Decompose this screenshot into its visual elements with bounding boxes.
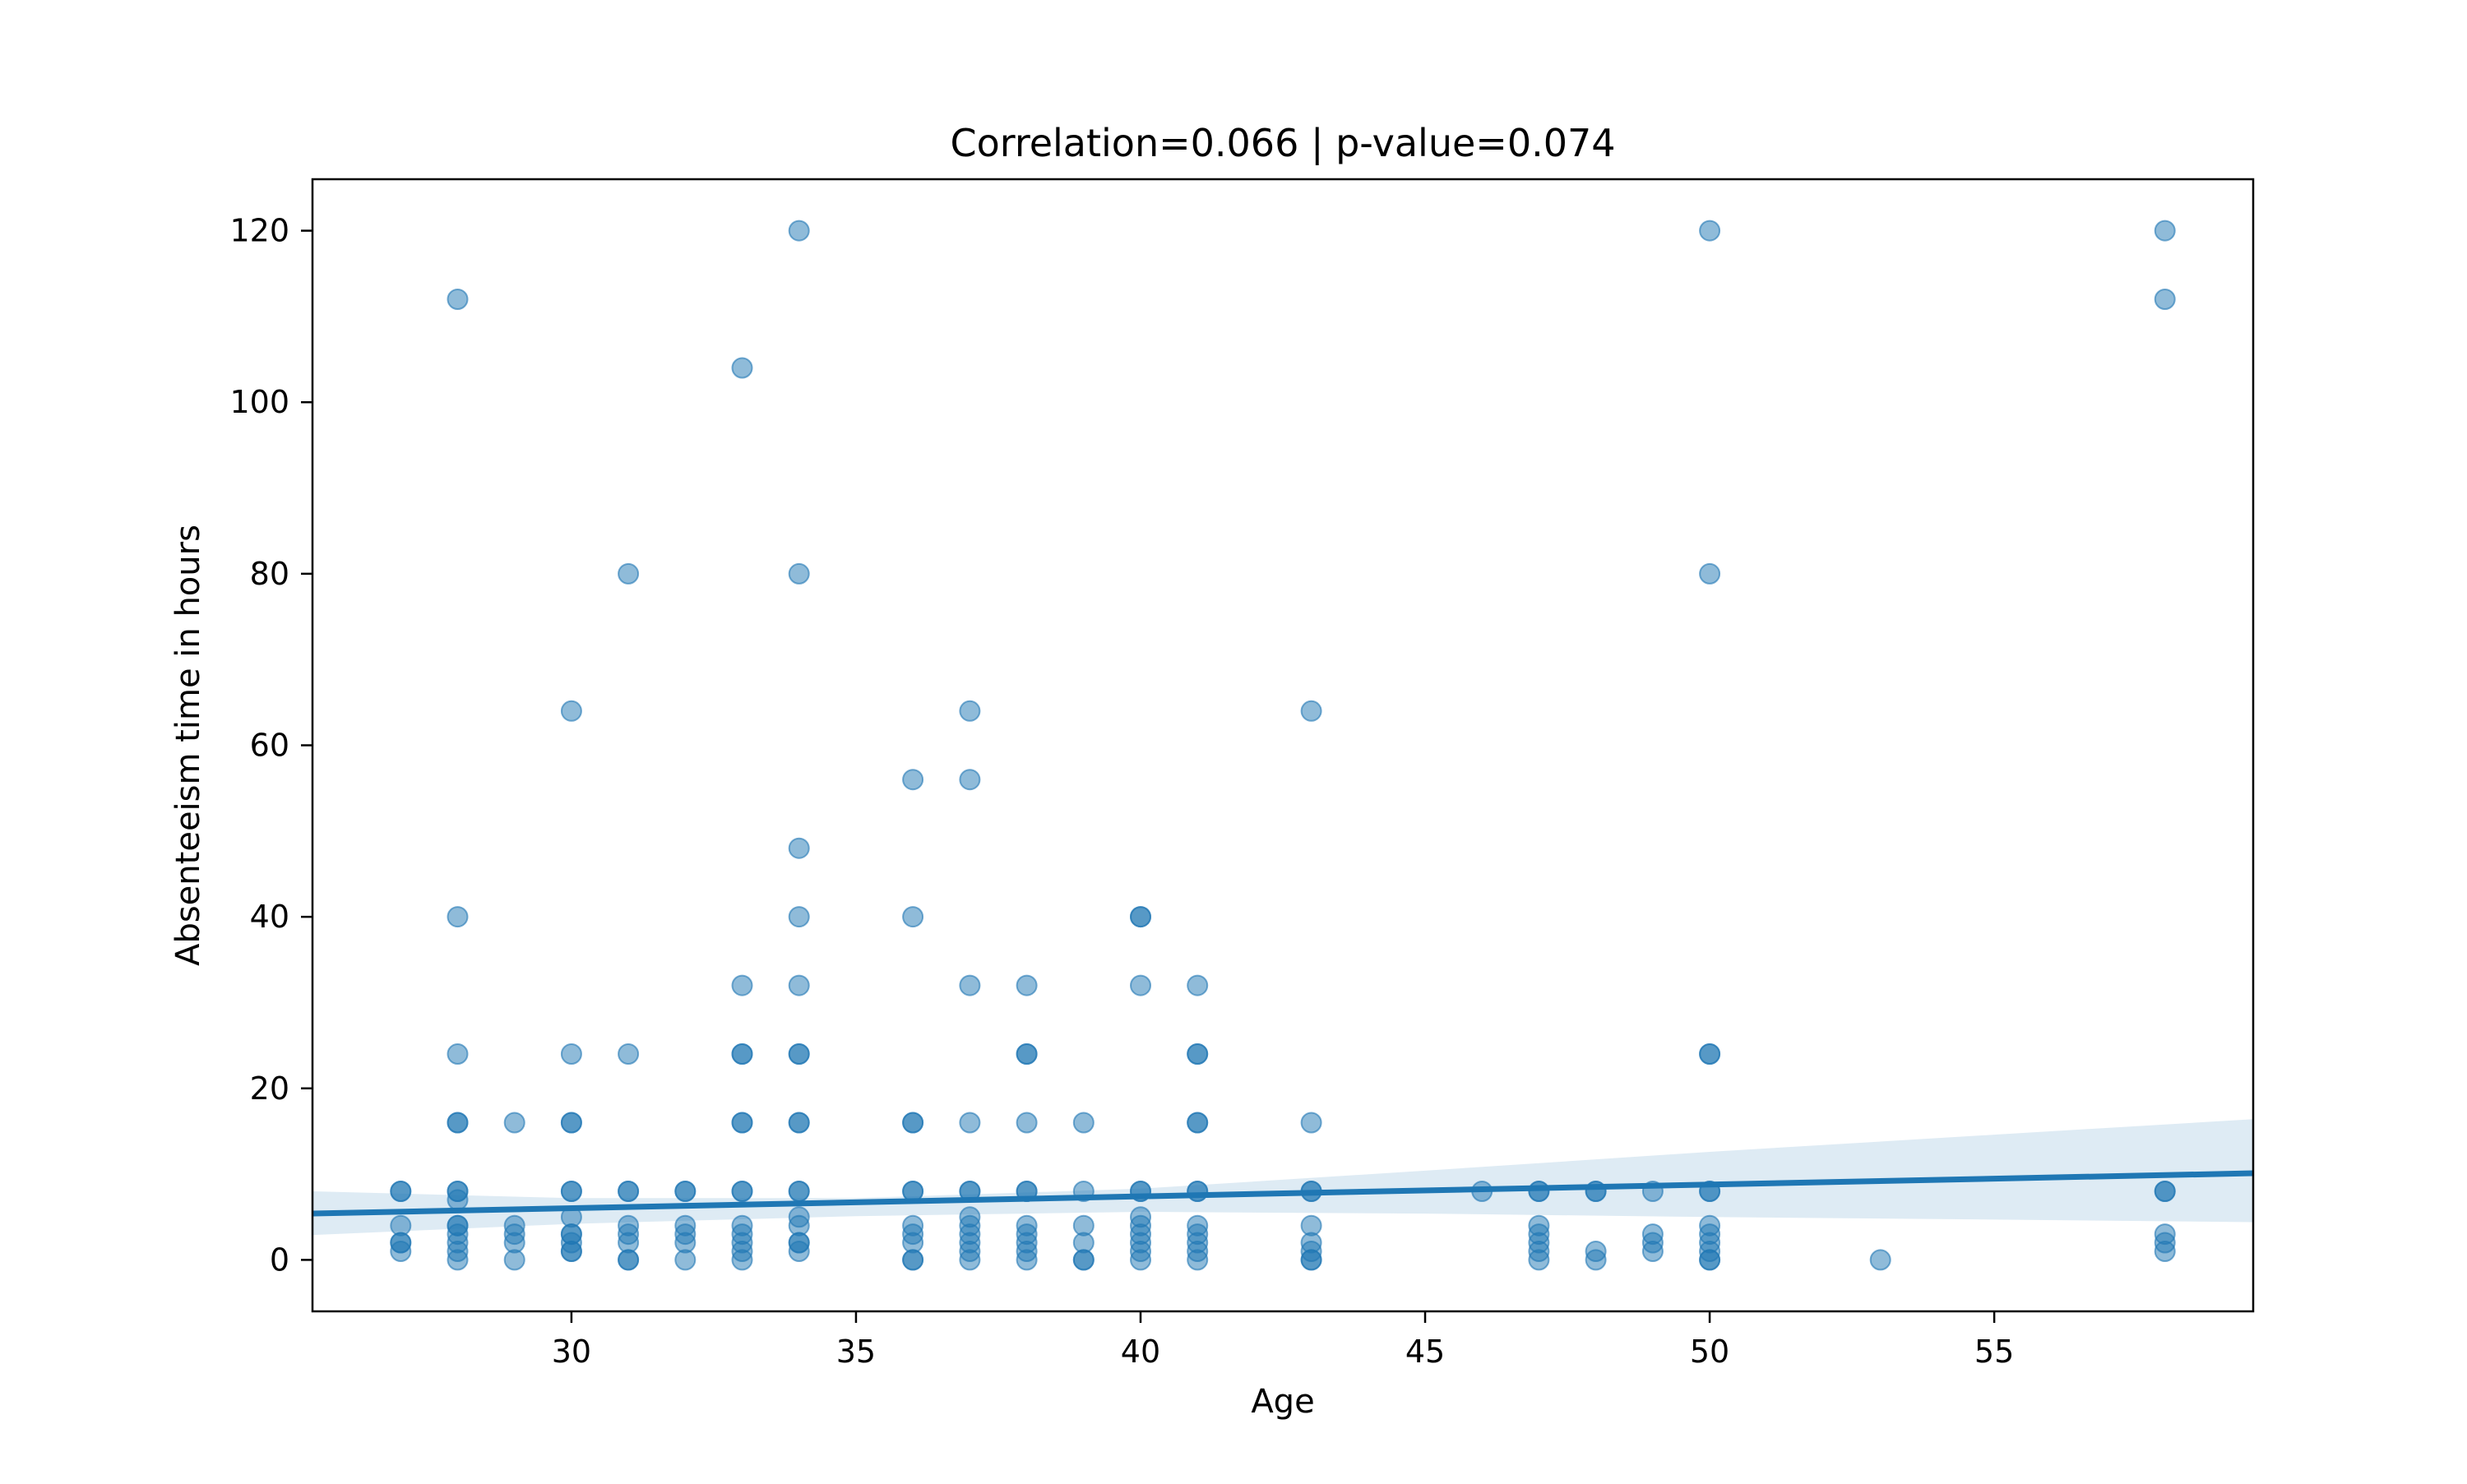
data-point <box>1585 1241 1607 1262</box>
data-point <box>1072 1112 1095 1134</box>
data-point <box>1528 1214 1550 1237</box>
data-point <box>788 906 810 928</box>
data-point <box>618 1181 640 1202</box>
data-point <box>902 906 924 928</box>
data-point <box>447 1043 469 1065</box>
data-point <box>1187 1043 1209 1065</box>
data-point <box>902 769 924 791</box>
data-point <box>788 1181 810 1202</box>
data-point <box>1130 906 1151 928</box>
data-point <box>1016 1112 1038 1134</box>
x-axis-label: Age <box>1251 1383 1314 1421</box>
data-point <box>560 1112 582 1134</box>
data-point <box>618 562 640 585</box>
y-tick-label: 60 <box>250 728 289 764</box>
data-point <box>447 1181 469 1202</box>
data-points-layer <box>390 220 2176 1271</box>
x-tick-label: 55 <box>1974 1334 2014 1370</box>
y-axis-ticks: 0 20 40 60 80 100 120 <box>229 213 312 1278</box>
data-point <box>731 357 753 379</box>
data-point <box>1016 1214 1038 1237</box>
data-point <box>959 1206 981 1228</box>
data-point <box>1300 1214 1322 1237</box>
data-point <box>390 1181 412 1202</box>
x-axis-ticks: 30 35 40 45 50 55 <box>552 1311 2014 1370</box>
regression-line-layer <box>312 1170 2254 1217</box>
data-point <box>902 1214 924 1237</box>
data-point <box>1187 1112 1209 1134</box>
data-point <box>390 1214 412 1237</box>
data-point <box>959 769 981 791</box>
data-point <box>731 1214 753 1237</box>
x-tick-label: 40 <box>1121 1334 1160 1370</box>
data-point <box>788 1043 810 1065</box>
y-tick-label: 20 <box>250 1070 289 1107</box>
y-tick-label: 40 <box>250 899 289 935</box>
data-point <box>1300 700 1322 722</box>
data-point <box>560 700 582 722</box>
y-axis-label: Absenteeism time in hours <box>169 525 207 966</box>
data-point <box>1699 1214 1721 1237</box>
data-point <box>618 1214 640 1237</box>
data-point <box>1016 974 1038 996</box>
data-point <box>1300 1112 1322 1134</box>
x-tick-label: 30 <box>552 1334 591 1370</box>
data-point <box>788 220 810 242</box>
y-tick-label: 100 <box>229 384 289 420</box>
data-point <box>1187 974 1209 996</box>
x-tick-label: 35 <box>836 1334 876 1370</box>
data-point <box>788 1206 810 1228</box>
data-point <box>1699 1043 1721 1065</box>
data-point <box>1528 1181 1550 1202</box>
y-tick-label: 120 <box>229 213 289 249</box>
data-point <box>2154 1223 2176 1246</box>
y-tick-label: 80 <box>250 556 289 592</box>
x-tick-label: 45 <box>1405 1334 1445 1370</box>
data-point <box>1016 1043 1038 1065</box>
data-point <box>1699 562 1721 585</box>
data-point <box>731 974 753 996</box>
data-point <box>503 1112 525 1134</box>
data-point <box>2154 1181 2176 1202</box>
data-point <box>447 289 469 310</box>
data-point <box>959 700 981 722</box>
data-point <box>788 1112 810 1134</box>
data-point <box>788 837 810 859</box>
data-point <box>959 974 981 996</box>
data-point <box>447 1112 469 1134</box>
data-point <box>1130 974 1151 996</box>
data-point <box>788 974 810 996</box>
data-point <box>674 1181 697 1202</box>
data-point <box>902 1112 924 1134</box>
data-point <box>1187 1214 1209 1237</box>
data-point <box>788 562 810 585</box>
data-point <box>731 1181 753 1202</box>
regression-line <box>312 1170 2254 1217</box>
data-point <box>674 1214 697 1237</box>
data-point <box>447 1214 469 1237</box>
x-tick-label: 50 <box>1690 1334 1729 1370</box>
data-point <box>560 1181 582 1202</box>
data-point <box>959 1112 981 1134</box>
data-point <box>1130 1206 1151 1228</box>
data-point <box>1072 1214 1095 1237</box>
data-point <box>2154 220 2176 242</box>
data-point <box>503 1214 525 1237</box>
data-point <box>731 1043 753 1065</box>
chart-title: Correlation=0.066 | p-value=0.074 <box>950 121 1615 166</box>
data-point <box>1641 1223 1664 1246</box>
data-point <box>1187 1181 1209 1202</box>
data-point <box>560 1043 582 1065</box>
data-point <box>447 906 469 928</box>
data-point <box>1869 1249 1891 1271</box>
data-point <box>2154 289 2176 310</box>
y-tick-label: 0 <box>270 1241 289 1278</box>
data-point <box>1699 220 1721 242</box>
data-point <box>618 1043 640 1065</box>
data-point <box>731 1112 753 1134</box>
